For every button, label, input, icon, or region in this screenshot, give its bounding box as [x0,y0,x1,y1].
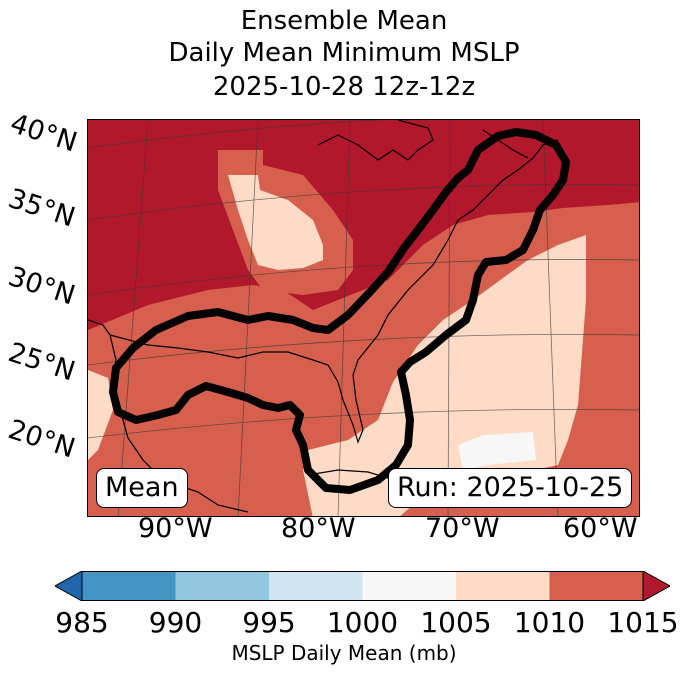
run-label: Run: 2025-10-25 [388,468,633,508]
lat-label-35: 35°N [4,183,79,234]
mean-label: Mean [96,468,188,508]
lon-label-80w: 80°W [281,513,356,544]
colorbar-extend-low [55,571,83,601]
colorbar-band-1000 [362,571,456,601]
colorbar-tick-985: 985 [55,606,109,639]
colorbar-band-990 [175,571,269,601]
colorbar-band-985 [82,571,176,601]
colorbar-band-995 [269,571,363,601]
colorbar-tick-1005: 1005 [420,606,492,639]
lon-label-90w: 90°W [138,513,213,544]
lat-label-20: 20°N [4,414,79,465]
title-line-3: 2025-10-28 12z-12z [212,72,476,102]
mean-contour [109,128,570,494]
lon-label-60w: 60°W [563,513,638,544]
colorbar-tick-1015: 1015 [607,606,679,639]
colorbar-extend-high [642,571,670,601]
colorbar-tick-1000: 1000 [326,606,399,639]
mslp-map [88,120,639,516]
colorbar [55,571,670,601]
colorbar-tick-995: 995 [242,606,296,639]
field-1000-patch [458,432,536,470]
lat-label-25: 25°N [4,337,79,388]
title-line-1: Ensemble Mean [240,6,448,36]
title-line-2: Daily Mean Minimum MSLP [168,38,520,68]
colorbar-tick-990: 990 [148,606,203,639]
map-panel[interactable] [87,119,640,517]
colorbar-band-1005 [456,571,550,601]
colorbar-band-1010 [549,571,643,601]
lat-label-40: 40°N [6,108,81,159]
colorbar-tick-1010: 1010 [513,606,586,639]
colorbar-label: MSLP Daily Mean (mb) [231,641,457,665]
colorbar-frame [81,571,644,601]
lon-label-70w: 70°W [425,513,500,544]
lat-label-30: 30°N [4,261,79,312]
